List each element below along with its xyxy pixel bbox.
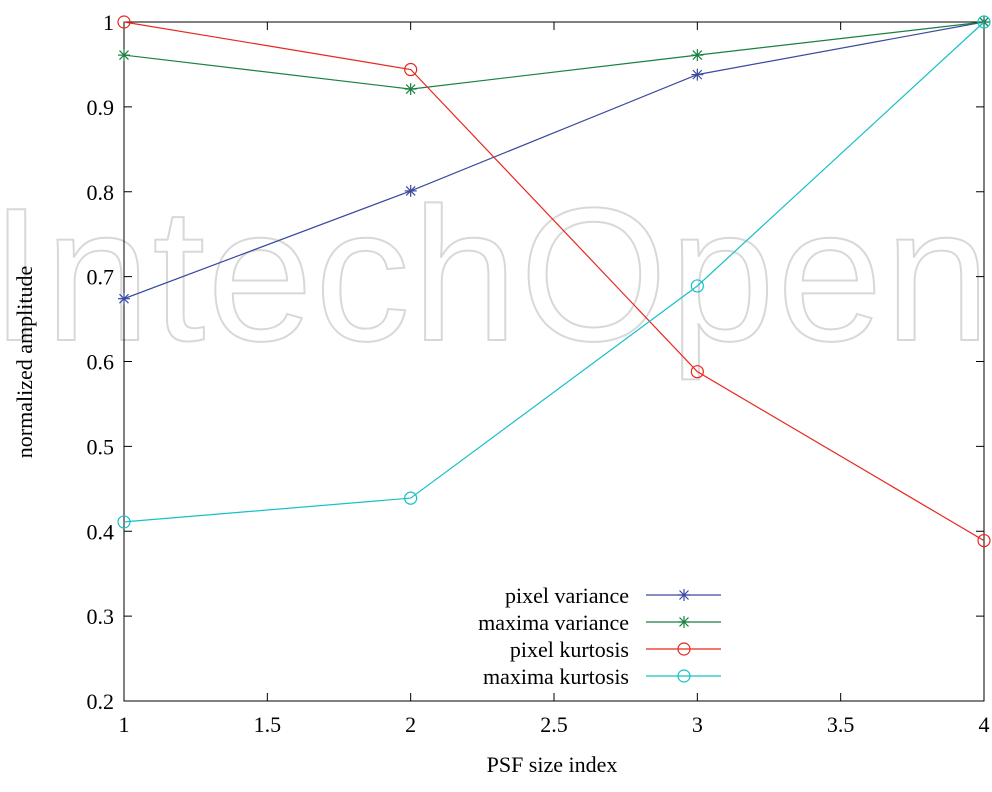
y-tick-label: 0.7 [87, 265, 115, 290]
y-tick-label: 0.2 [87, 689, 115, 714]
star-stroke [405, 84, 416, 94]
y-tick-label: 0.4 [87, 519, 115, 544]
series-line [123, 21, 985, 542]
star-stroke [405, 185, 416, 196]
data-point [691, 68, 704, 81]
data-point [117, 515, 131, 529]
y-tick-label: 0.5 [87, 434, 115, 459]
star-stroke [119, 50, 129, 61]
y-axis-title: normalized amplitude [12, 266, 37, 458]
legend-label: maxima kurtosis [483, 664, 629, 689]
watermark-logo: IntechOpen [0, 169, 992, 381]
data-point [977, 533, 991, 548]
x-tick-label: 3.5 [827, 712, 855, 737]
y-tick-label: 0.8 [87, 180, 115, 205]
y-tick-label: 0.3 [87, 604, 115, 629]
star-stroke [679, 590, 689, 600]
x-tick-label: 3 [692, 712, 703, 737]
series-line [123, 21, 985, 300]
legend-marker [678, 616, 690, 628]
data-point [404, 83, 417, 96]
series-line [123, 21, 985, 90]
star-stroke [679, 617, 689, 627]
data-point [690, 365, 704, 379]
data-point [117, 15, 131, 29]
legend-marker [678, 589, 690, 601]
data-point [118, 292, 130, 305]
y-tick-label: 0.9 [87, 95, 115, 120]
y-tick-label: 1 [103, 10, 114, 35]
data-point [977, 15, 991, 29]
star-stroke [692, 69, 703, 80]
data-point [404, 184, 417, 197]
legend-label: pixel variance [505, 583, 629, 608]
y-tick-label: 0.6 [87, 350, 115, 375]
series-line [123, 21, 985, 523]
x-tick-label: 2.5 [540, 712, 568, 737]
data-point [404, 62, 418, 77]
legend-label: maxima variance [478, 610, 629, 635]
x-tick-label: 2 [405, 712, 416, 737]
data-point [118, 49, 130, 62]
x-tick-label: 1 [119, 712, 130, 737]
y-axis-ticks: 0.2 0.3 0.4 0.5 0.6 0.7 0.8 0.9 1 [87, 10, 984, 714]
star-stroke [119, 293, 129, 304]
data-point [690, 279, 704, 293]
series-3 [117, 15, 991, 529]
legend-marker [677, 669, 691, 683]
x-tick-label: 1.5 [254, 712, 282, 737]
x-axis-ticks: 1 1.5 2 2.5 3 3.5 4 [119, 22, 990, 737]
x-axis-title: PSF size index [487, 752, 618, 777]
legend-marker [677, 642, 691, 656]
star-stroke [692, 50, 703, 61]
legend-label: pixel kurtosis [510, 637, 629, 662]
data-point [691, 49, 704, 62]
x-tick-label: 4 [979, 712, 990, 737]
data-point [404, 491, 418, 505]
series-layer [117, 15, 991, 548]
series-2 [117, 15, 991, 548]
